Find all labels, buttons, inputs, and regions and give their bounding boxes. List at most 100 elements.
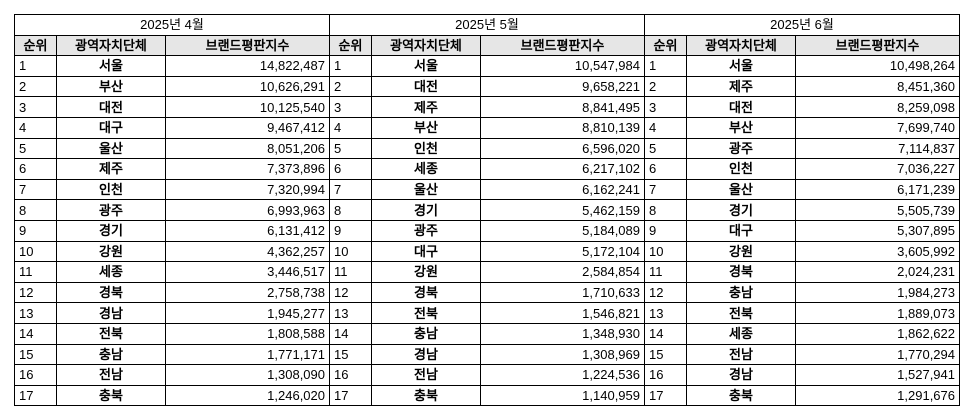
index-value-cell: 6,217,102 [480,158,645,180]
table-row: 2 제주 8,451,360 [644,75,960,98]
rank-cell: 1 [329,55,372,77]
ranking-tables: 2025년 4월 순위 광역자치단체 브랜드평판지수 1 서울 14,822,487 2 부산 1… [14,14,960,407]
index-value-cell: 8,259,098 [795,96,960,118]
index-value-cell: 2,024,231 [795,261,960,283]
table-row: 11 경북 2,024,231 [644,261,960,283]
region-cell: 인천 [56,178,166,201]
region-cell: 경북 [56,281,166,304]
region-column-header: 광역자치단체 [686,34,796,57]
index-value-cell: 10,498,264 [795,55,960,77]
table-row: 9 광주 5,184,089 [329,219,645,242]
rank-cell: 14 [644,322,687,345]
region-cell: 울산 [371,178,481,201]
region-cell: 경기 [371,199,481,221]
index-value-cell: 4,362,257 [165,240,330,263]
index-value-cell: 3,605,992 [795,240,960,263]
rank-cell: 4 [329,116,372,139]
region-cell: 전북 [371,302,481,324]
rank-cell: 12 [14,281,57,304]
rank-cell: 5 [14,137,57,160]
region-cell: 전북 [686,302,796,324]
index-value-cell: 5,307,895 [795,219,960,242]
region-cell: 충북 [56,384,166,407]
index-value-cell: 1,862,622 [795,322,960,345]
table-row: 16 전남 1,308,090 [14,364,330,386]
region-cell: 전남 [56,364,166,386]
index-value-cell: 8,810,139 [480,116,645,139]
region-cell: 제주 [686,75,796,98]
region-cell: 부산 [56,75,166,98]
index-value-cell: 1,889,073 [795,302,960,324]
rank-cell: 17 [329,384,372,407]
rank-cell: 7 [644,178,687,201]
table-row: 12 경북 2,758,738 [14,281,330,304]
table-row: 15 충남 1,771,171 [14,343,330,366]
region-cell: 경북 [686,261,796,283]
table-row: 8 광주 6,993,963 [14,199,330,221]
region-cell: 대구 [686,219,796,242]
region-cell: 인천 [371,137,481,160]
index-value-cell: 1,770,294 [795,343,960,366]
index-value-cell: 1,308,090 [165,364,330,386]
table-row: 6 제주 7,373,896 [14,158,330,180]
table-row: 17 충북 1,140,959 [329,384,645,407]
table-row: 1 서울 14,822,487 [14,55,330,77]
table-row: 4 대구 9,467,412 [14,116,330,139]
region-cell: 대전 [686,96,796,118]
rank-cell: 7 [14,178,57,201]
table-row: 13 경남 1,945,277 [14,302,330,324]
ranking-table-panel: 2025년 6월 순위 광역자치단체 브랜드평판지수 1 서울 10,498,264 2 제주 8… [644,14,960,407]
rank-cell: 3 [329,96,372,118]
region-cell: 경남 [686,364,796,386]
index-value-cell: 8,051,206 [165,137,330,160]
index-value-cell: 1,945,277 [165,302,330,324]
table-row: 11 강원 2,584,854 [329,261,645,283]
index-value-cell: 6,171,239 [795,178,960,201]
table-row: 10 강원 3,605,992 [644,240,960,263]
table-row: 10 대구 5,172,104 [329,240,645,263]
rank-cell: 5 [644,137,687,160]
region-cell: 서울 [371,55,481,77]
rank-cell: 9 [644,219,687,242]
table-row: 7 울산 6,162,241 [329,178,645,201]
rank-cell: 1 [644,55,687,77]
table-row: 4 부산 7,699,740 [644,116,960,139]
ranking-table-panel: 2025년 4월 순위 광역자치단체 브랜드평판지수 1 서울 14,822,487 2 부산 1… [14,14,330,407]
table-row: 9 경기 6,131,412 [14,219,330,242]
ranking-table-panel: 2025년 5월 순위 광역자치단체 브랜드평판지수 1 서울 10,547,984 2 대전 9… [329,14,645,407]
region-cell: 인천 [686,158,796,180]
region-cell: 강원 [686,240,796,263]
index-value-cell: 8,451,360 [795,75,960,98]
index-value-cell: 7,114,837 [795,137,960,160]
region-cell: 광주 [371,219,481,242]
region-cell: 울산 [686,178,796,201]
region-cell: 부산 [686,116,796,139]
rank-cell: 15 [644,343,687,366]
index-value-cell: 1,710,633 [480,281,645,304]
rank-cell: 2 [14,75,57,98]
rank-cell: 14 [14,322,57,345]
table-row: 15 경남 1,308,969 [329,343,645,366]
table-row: 15 전남 1,770,294 [644,343,960,366]
table-row: 6 인천 7,036,227 [644,158,960,180]
region-cell: 충북 [686,384,796,407]
index-value-cell: 5,462,159 [480,199,645,221]
region-cell: 경기 [56,219,166,242]
rank-cell: 4 [644,116,687,139]
rank-cell: 3 [644,96,687,118]
region-cell: 전남 [371,364,481,386]
rank-column-header: 순위 [14,34,57,57]
index-value-cell: 7,320,994 [165,178,330,201]
rank-cell: 10 [14,240,57,263]
rank-cell: 8 [14,199,57,221]
rank-cell: 7 [329,178,372,201]
rank-cell: 2 [644,75,687,98]
region-cell: 제주 [371,96,481,118]
region-cell: 경북 [371,281,481,304]
rank-cell: 11 [329,261,372,283]
table-row: 3 제주 8,841,495 [329,96,645,118]
rank-cell: 2 [329,75,372,98]
table-row: 6 세종 6,217,102 [329,158,645,180]
index-value-cell: 2,584,854 [480,261,645,283]
index-value-cell: 6,162,241 [480,178,645,201]
